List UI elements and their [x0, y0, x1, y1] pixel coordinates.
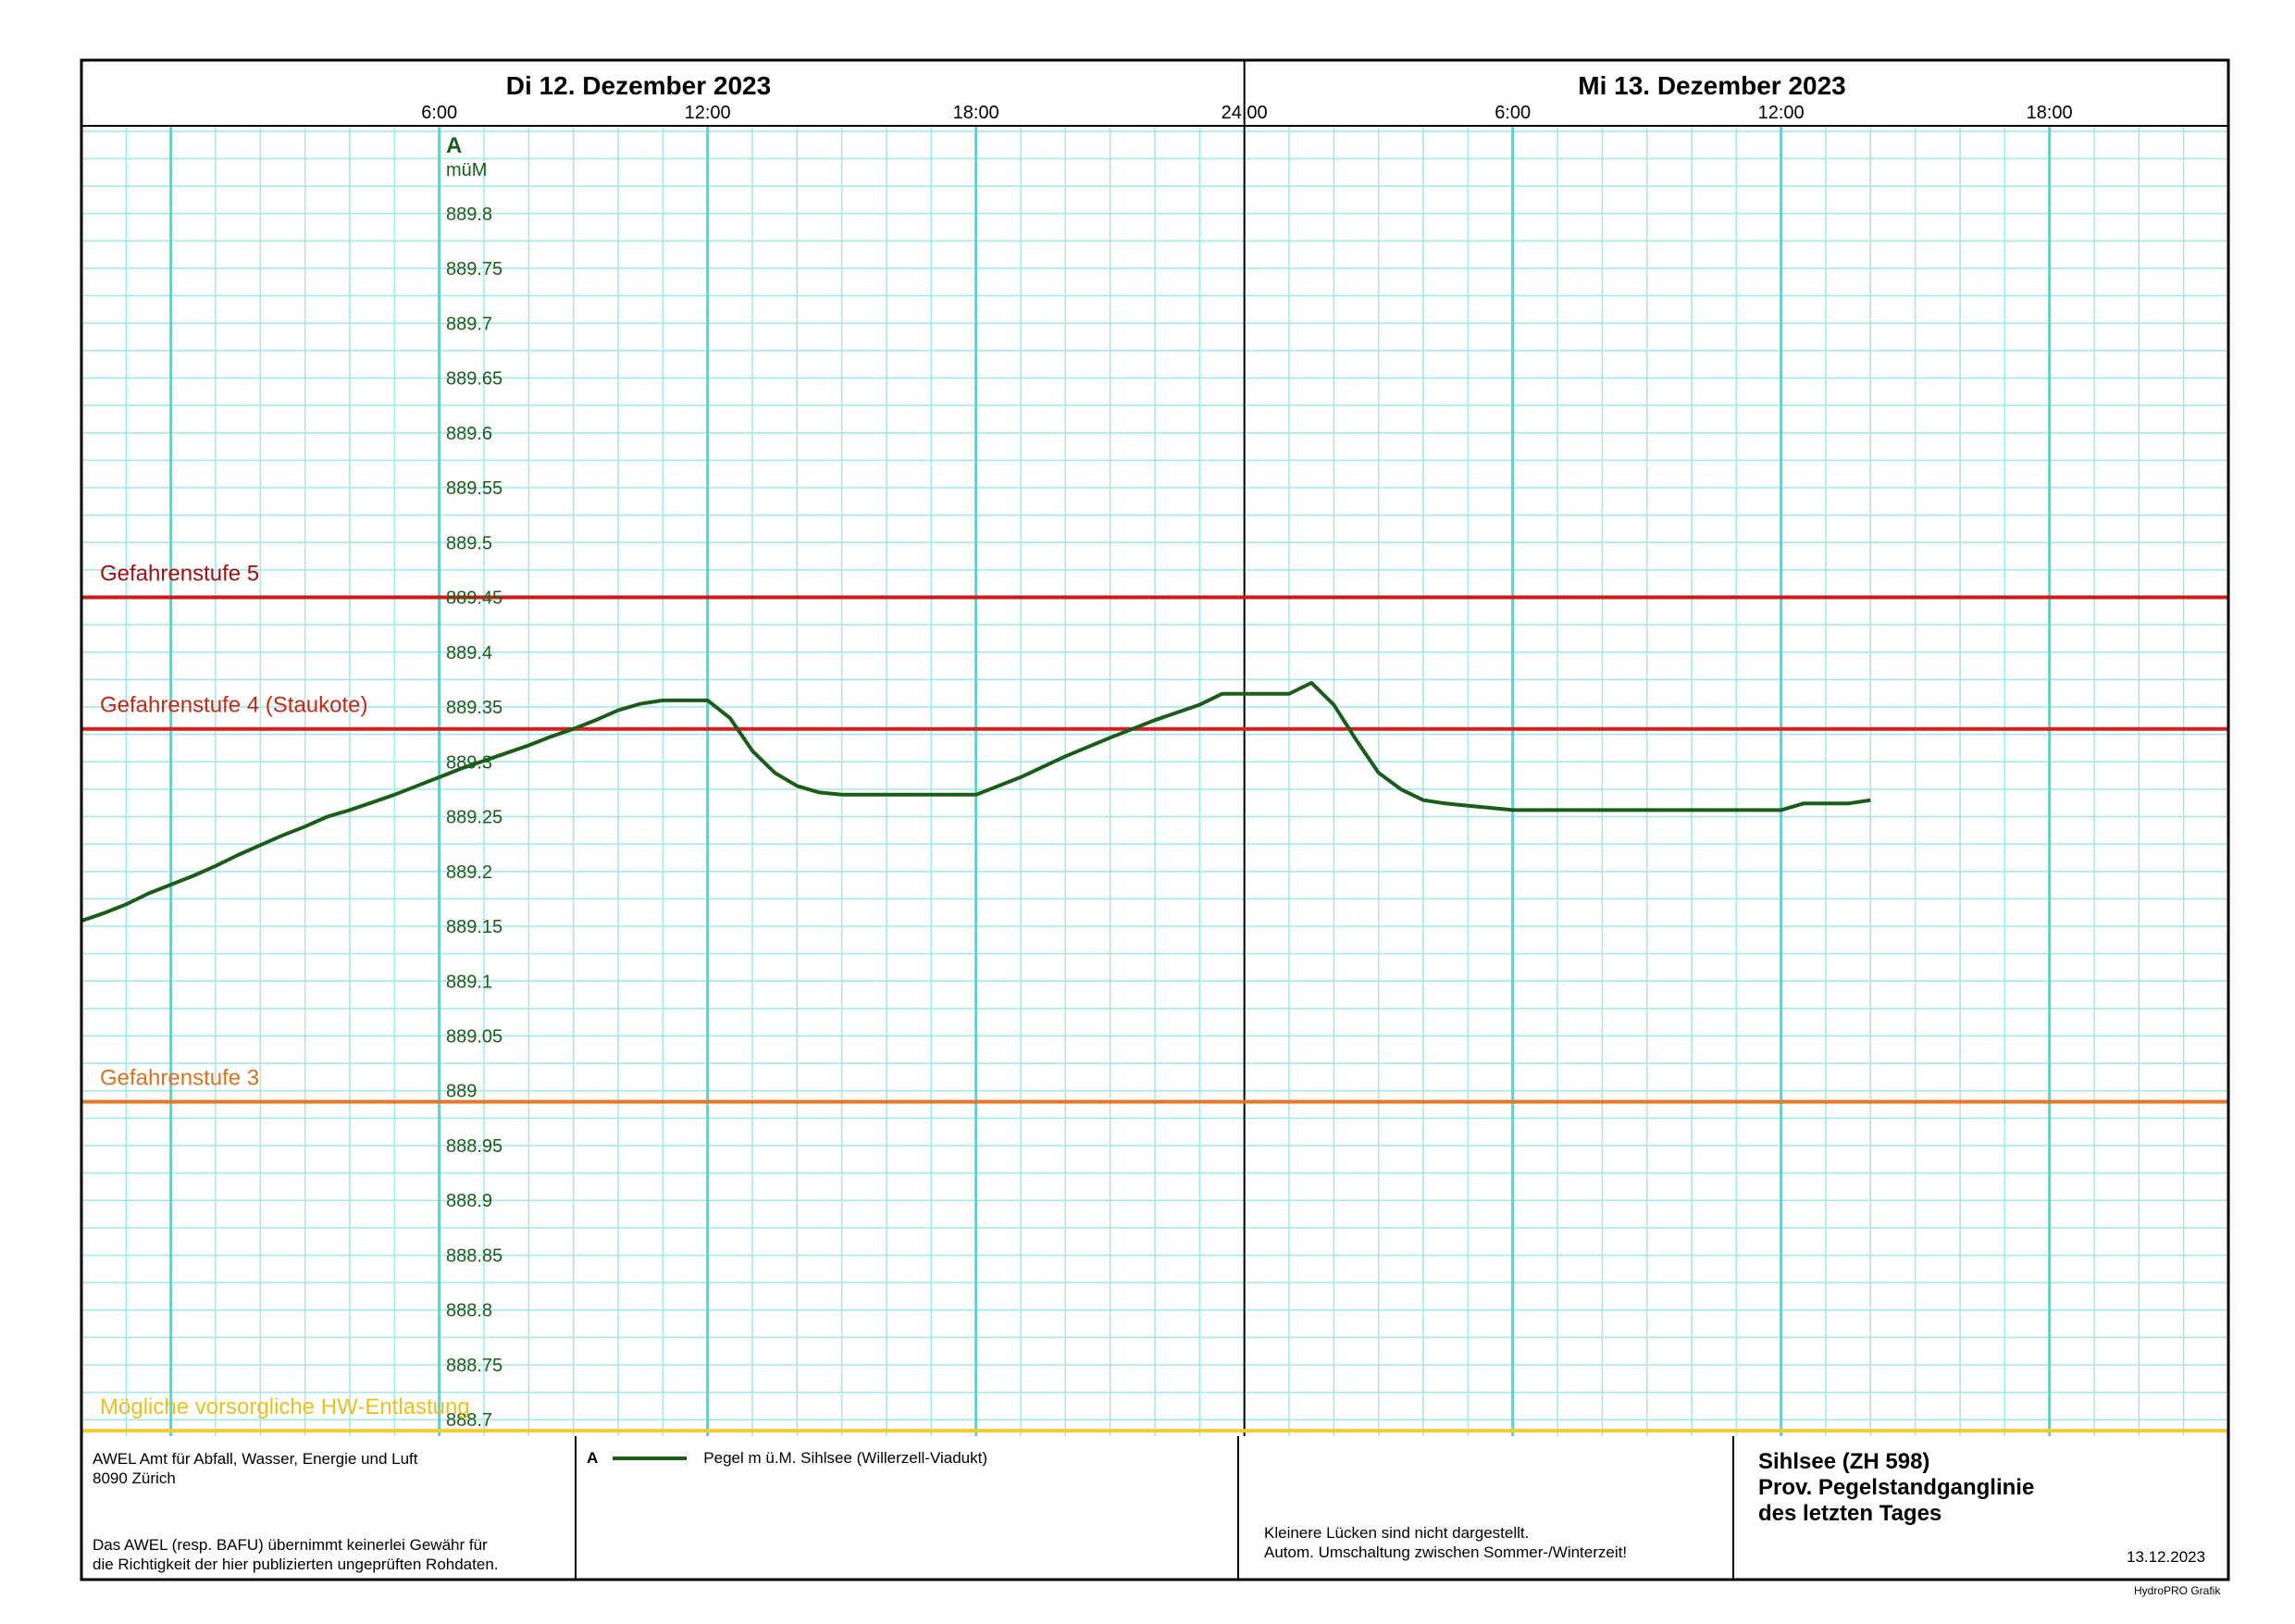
y-tick-label: 889.25: [446, 808, 502, 828]
y-tick-label: 889.2: [446, 862, 492, 883]
y-tick-label: 888.75: [446, 1356, 502, 1376]
credit: HydroPRO Grafik: [2134, 1584, 2221, 1597]
y-tick-label: 889.15: [446, 917, 502, 937]
y-axis-letter: A: [446, 133, 462, 158]
y-tick-label: 889.3: [446, 752, 492, 773]
series-line: [81, 680, 1871, 923]
note-line-2: Autom. Umschaltung zwischen Sommer-/Wint…: [1264, 1543, 1628, 1561]
y-tick-label: 888.8: [446, 1301, 492, 1321]
station-line-2: Prov. Pegelstandganglinie: [1758, 1475, 2035, 1500]
footer-frame: [575, 1436, 1734, 1580]
y-tick-label: 889.1: [446, 972, 492, 992]
y-tick-label: 888.9: [446, 1191, 492, 1211]
hour-tick-label: 6:00: [421, 103, 457, 123]
y-tick-label: 888.7: [446, 1410, 492, 1431]
level-lines: [81, 595, 2228, 1433]
y-tick-label: 889.5: [446, 533, 492, 553]
y-tick-label: 889.8: [446, 205, 492, 225]
footer-disclaimer: Das AWEL (resp. BAFU) übernimmt keinerle…: [93, 1535, 499, 1574]
legend-line-swatch: [613, 1457, 688, 1460]
y-tick-label: 889.55: [446, 478, 502, 499]
station-line-1: Sihlsee (ZH 598): [1758, 1449, 1930, 1474]
hour-tick-label: 12:00: [1758, 103, 1805, 123]
hour-tick-label: 6:00: [1495, 103, 1531, 123]
legend: A Pegel m ü.M. Sihlsee (Willerzell-Viadu…: [587, 1449, 987, 1468]
footer-date: 13.12.2023: [2127, 1548, 2206, 1566]
legend-letter: A: [587, 1449, 599, 1467]
y-tick-label: 889.45: [446, 589, 502, 609]
disclaimer-line-2: die Richtigkeit der hier publizierten un…: [93, 1556, 499, 1573]
header: Di 12. Dezember 2023 Mi 13. Dezember 2023…: [81, 71, 2228, 127]
y-tick-label: 889.35: [446, 698, 502, 718]
y-tick-labels: 889.8 889.75 889.7 889.65 889.6 889.55 889.5 88…: [446, 133, 502, 1431]
level-label: Mögliche vorsorgliche HW-Entlastung: [100, 1395, 470, 1419]
day-label: Mi 13. Dezember 2023: [1578, 71, 1846, 100]
station-line-3: des letzten Tages: [1758, 1501, 1942, 1526]
org-line-1: AWEL Amt für Abfall, Wasser, Energie und…: [93, 1450, 418, 1468]
y-tick-label: 889: [446, 1082, 477, 1102]
y-tick-label: 889.4: [446, 643, 492, 663]
footer-note: Kleinere Lücken sind nicht dargestellt. …: [1264, 1523, 1627, 1562]
hour-tick-label: 18:00: [2027, 103, 2073, 123]
series-group: [81, 680, 1871, 923]
level-label: Gefahrenstufe 5: [100, 562, 259, 587]
disclaimer-line-1: Das AWEL (resp. BAFU) übernimmt keinerle…: [93, 1536, 488, 1554]
station-title: Sihlsee (ZH 598) Prov. Pegelstandganglin…: [1758, 1449, 2034, 1527]
y-tick-label: 889.65: [446, 369, 502, 390]
outer-frame: [80, 58, 2230, 1581]
y-tick-label: 889.05: [446, 1026, 502, 1047]
y-tick-label: 888.85: [446, 1246, 502, 1266]
footer-org: AWEL Amt für Abfall, Wasser, Energie und…: [93, 1449, 418, 1488]
level-label: Gefahrenstufe 4 (Staukote): [100, 693, 368, 718]
y-tick-label: 889.75: [446, 259, 502, 279]
legend-label: Pegel m ü.M. Sihlsee (Willerzell-Viadukt…: [703, 1449, 988, 1467]
level-labels: Gefahrenstufe 5 Gefahrenstufe 4 (Staukote…: [100, 562, 470, 1420]
y-tick-label: 889.6: [446, 424, 492, 444]
y-axis-unit: müM: [446, 160, 487, 180]
hour-tick-label: 18:00: [953, 103, 999, 123]
level-label: Gefahrenstufe 3: [100, 1066, 259, 1091]
hour-tick-label: 12:00: [685, 103, 731, 123]
org-line-2: 8090 Zürich: [93, 1469, 176, 1487]
note-line-1: Kleinere Lücken sind nicht dargestellt.: [1264, 1524, 1530, 1542]
grid-major: [169, 60, 2052, 1436]
y-tick-label: 888.95: [446, 1136, 502, 1157]
y-tick-label: 889.7: [446, 314, 492, 334]
day-label: Di 12. Dezember 2023: [506, 71, 771, 100]
hour-tick-label: 24:00: [1222, 103, 1268, 123]
